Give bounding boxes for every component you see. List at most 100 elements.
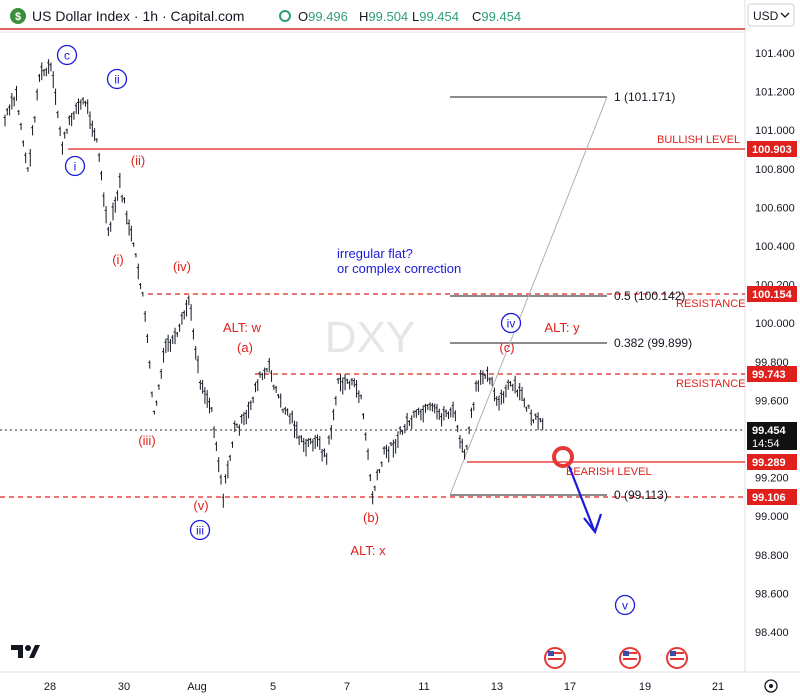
flag-canton <box>670 651 676 656</box>
fib-level-label: 0 (99.113) <box>614 488 668 502</box>
ohlc-l-value: 99.454 <box>419 9 459 24</box>
time-tick-label: 11 <box>418 681 429 693</box>
chevron-down-icon <box>780 12 790 18</box>
ohlc-o-value: 99.496 <box>308 9 348 24</box>
wave-label-red: (ii) <box>131 153 145 168</box>
level-price-value: 100.903 <box>752 144 792 156</box>
wave-label-red: (iii) <box>138 433 155 448</box>
wave-circle <box>56 44 78 66</box>
price-tick-label: 101.200 <box>755 87 795 99</box>
wave-label-blue: ii <box>114 73 119 87</box>
price-tick-label: 101.000 <box>755 125 795 137</box>
ohlc-c-value: 99.454 <box>481 9 521 24</box>
price-tick-label: 99.600 <box>755 395 789 407</box>
wave-circle <box>614 594 636 616</box>
fib-level-label: 0.5 (100.142) <box>614 289 685 303</box>
wave-circle <box>106 68 128 90</box>
price-tick-label: 99.800 <box>755 357 789 369</box>
price-tick-label: 100.600 <box>755 202 795 214</box>
wave-label-red: (v) <box>193 498 208 513</box>
level-price-badge <box>747 489 797 505</box>
level-label: RESISTANCE <box>676 298 745 310</box>
alt-wave-label: ALT: w <box>223 320 262 335</box>
level-price-value: 99.454 <box>752 425 787 437</box>
level-label: BEARISH LEVEL <box>566 466 652 478</box>
time-tick-label: 30 <box>118 681 130 693</box>
level-label: BULLISH LEVEL <box>657 134 740 146</box>
tradingview-logo[interactable] <box>11 645 40 658</box>
flag-canton <box>548 651 554 656</box>
arrow-head-icon <box>583 513 603 535</box>
level-price-badge <box>747 454 797 470</box>
time-tick-label: 28 <box>44 681 56 693</box>
time-tick-label: 7 <box>344 681 350 693</box>
level-label: RESISTANCE <box>676 378 745 390</box>
currency-label: USD <box>753 9 779 23</box>
note-line-2: or complex correction <box>337 261 461 276</box>
countdown-timer: 14:54 <box>752 438 780 450</box>
time-axis[interactable]: 28 30 Aug 5 7 11 13 17 19 21 <box>44 681 724 693</box>
us-flag-icon[interactable] <box>619 647 641 669</box>
wave-label-blue: iv <box>507 317 516 331</box>
time-tick-label: 19 <box>639 681 651 693</box>
currency-selector[interactable]: USD <box>747 3 795 27</box>
time-tick-label: 5 <box>270 681 276 693</box>
wave-label-blue: c <box>64 49 70 63</box>
wave-circle <box>64 155 86 177</box>
price-tick-label: 98.600 <box>755 588 789 600</box>
time-tick-label: Aug <box>187 681 207 693</box>
ohlc-readout: O99.496 H99.504 L99.454 C99.454 <box>298 9 521 24</box>
level-price-badge <box>747 366 797 382</box>
price-tick-label: 99.200 <box>755 473 789 485</box>
note-line-1: irregular flat? <box>337 246 413 261</box>
level-price-value: 100.154 <box>752 289 793 301</box>
time-tick-label: 13 <box>491 681 503 693</box>
ohlc-o-label: O99.496 <box>298 9 348 24</box>
price-tick-label: 100.400 <box>755 241 795 253</box>
price-tick-label: 99.000 <box>755 511 789 523</box>
level-price-value: 99.743 <box>752 369 786 381</box>
price-tick-label: 101.400 <box>755 48 795 60</box>
wave-label-blue: iii <box>196 524 204 538</box>
price-tick-label: 98.800 <box>755 550 789 562</box>
ohlc-h-label: H99.504 <box>359 9 408 24</box>
level-price-value: 99.106 <box>752 492 786 504</box>
symbol-logo-glyph: $ <box>15 11 21 23</box>
flag-canton <box>623 651 629 656</box>
fib-retracement[interactable]: 1 (101.171) 0.5 (100.142) 0.382 (99.899) 0 … <box>449 90 692 502</box>
alt-wave-label: ALT: x <box>350 543 386 558</box>
market-status-icon <box>279 10 291 22</box>
level-price-badge <box>747 141 797 157</box>
price-tick-label: 98.400 <box>755 627 789 639</box>
wave-circle <box>500 312 522 334</box>
us-flag-icon[interactable] <box>544 647 566 669</box>
tv-logo-dot-icon <box>25 645 31 651</box>
gear-icon[interactable] <box>764 679 778 693</box>
level-price-value: 99.289 <box>752 457 786 469</box>
target-circle-icon <box>552 446 574 468</box>
fib-trend-line <box>449 96 608 496</box>
level-lines: BULLISH LEVEL 100.903 RESISTANCE 100.154 RES… <box>0 134 797 505</box>
current-price-badge <box>747 422 797 450</box>
wave-label-blue: i <box>74 160 77 174</box>
watermark: DXY <box>325 313 415 362</box>
arrow-shaft <box>567 465 596 531</box>
price-tick-label: 100.800 <box>755 164 795 176</box>
tv-logo-v-icon <box>29 645 40 658</box>
ohlc-l-label: L99.454 <box>412 9 459 24</box>
event-flags[interactable] <box>544 647 688 669</box>
wave-label-red: (iv) <box>173 259 191 274</box>
wave-label-red: (c) <box>499 340 514 355</box>
us-flag-icon[interactable] <box>666 647 688 669</box>
symbol-title[interactable]: US Dollar Index · 1h · Capital.com <box>32 8 244 24</box>
chart-header: $ US Dollar Index · 1h · Capital.com O99… <box>10 8 521 24</box>
price-tick-label: 100.000 <box>755 318 795 330</box>
ohlc-c-label: C99.454 <box>472 9 521 24</box>
wave-circle <box>189 519 211 541</box>
ohlc-h-value: 99.504 <box>368 9 408 24</box>
tv-logo-t-icon <box>11 645 23 658</box>
